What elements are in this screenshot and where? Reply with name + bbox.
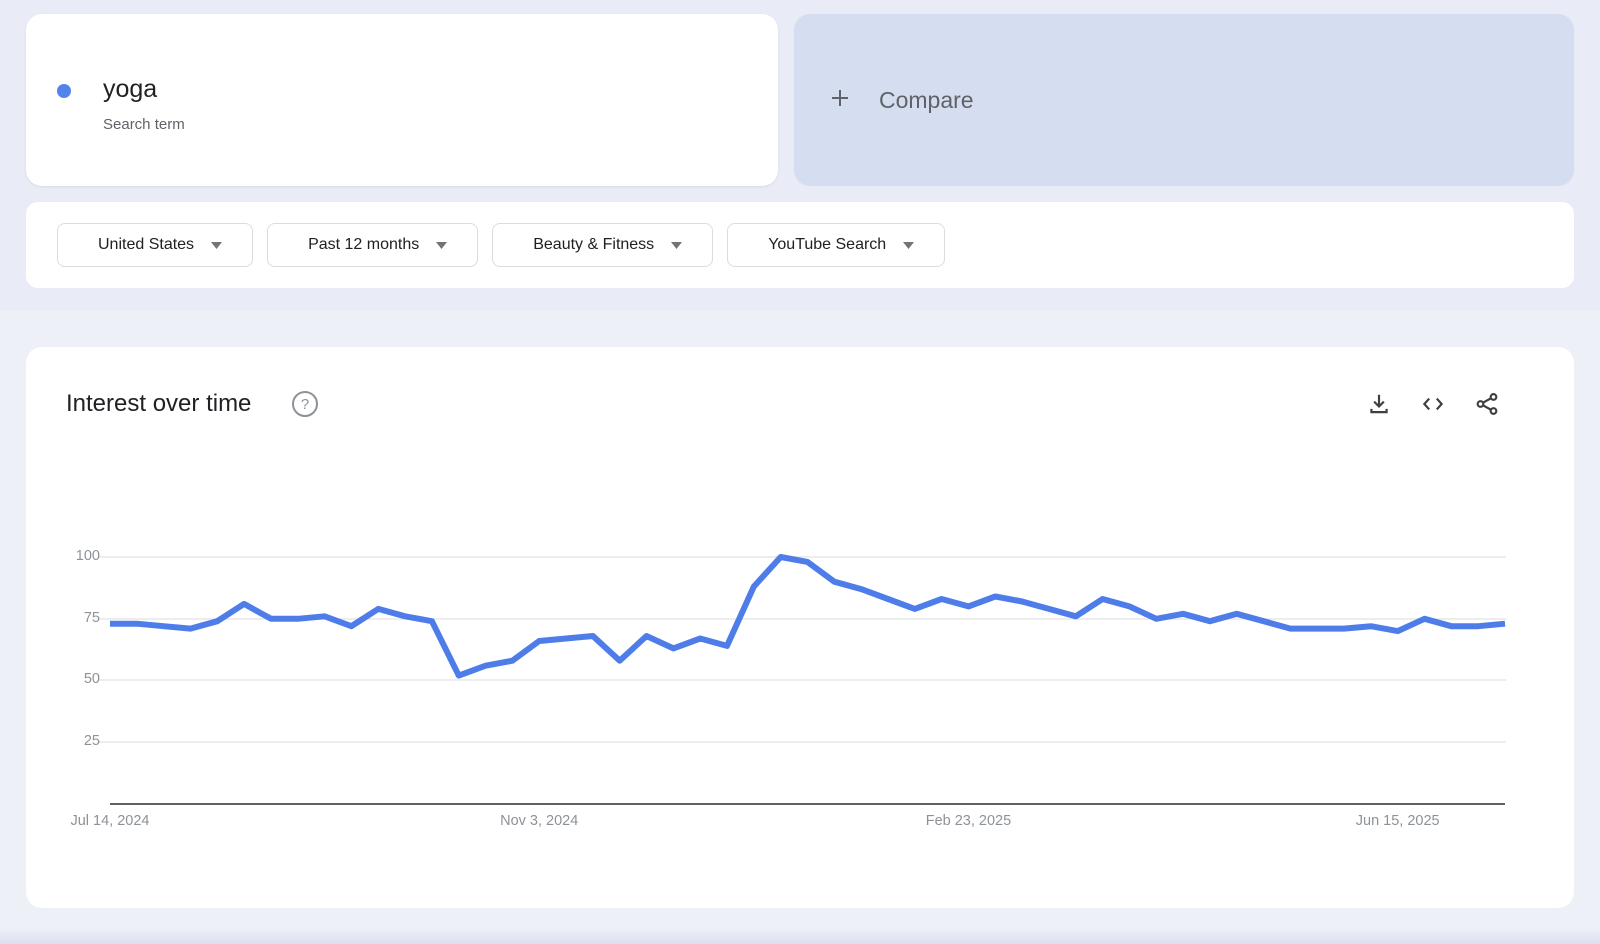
add-comparison-button[interactable]: Compare (794, 14, 1574, 186)
term-color-dot (57, 84, 71, 98)
property-filter-value: YouTube Search (768, 236, 887, 253)
search-term-card[interactable]: yoga Search term (26, 14, 778, 186)
search-term-type-label: Search term (103, 116, 185, 133)
interest-over-time-card: Interest over time ? (26, 347, 1574, 908)
time-filter-value: Past 12 months (308, 236, 420, 253)
share-button[interactable] (1474, 391, 1500, 417)
chevron-down-icon (436, 241, 448, 249)
plus-icon (828, 86, 852, 115)
chevron-down-icon (211, 241, 223, 249)
search-term-text[interactable]: yoga (103, 75, 158, 103)
category-filter-value: Beauty & Fitness (533, 236, 655, 253)
x-axis-tick: Feb 23, 2025 (925, 813, 1012, 829)
embed-icon (1422, 397, 1444, 411)
chevron-down-icon (903, 241, 915, 249)
property-filter-dropdown[interactable]: YouTube Search (727, 223, 946, 267)
chart-gridlines (98, 556, 1506, 743)
help-icon[interactable]: ? (292, 391, 318, 417)
x-axis-tick: Nov 3, 2024 (500, 813, 579, 829)
scroll-shadow (0, 928, 1600, 944)
x-axis-tick: Jun 15, 2025 (1355, 813, 1440, 829)
time-filter-dropdown[interactable]: Past 12 months (267, 223, 479, 267)
y-axis-tick: 75 (83, 610, 100, 626)
filter-bar: United States Past 12 months Beauty & Fi… (26, 202, 1574, 288)
x-axis-tick: Jul 14, 2024 (70, 813, 150, 829)
download-icon (1370, 394, 1388, 414)
category-filter-dropdown[interactable]: Beauty & Fitness (492, 223, 714, 267)
chart-title: Interest over time (66, 390, 252, 417)
y-axis-tick: 100 (75, 548, 100, 564)
compare-label: Compare (879, 86, 974, 113)
interest-over-time-chart[interactable] (26, 347, 1574, 908)
y-axis-tick: 50 (83, 671, 100, 687)
share-icon (1476, 393, 1498, 415)
y-axis-tick: 25 (83, 733, 100, 749)
download-button[interactable] (1366, 391, 1392, 417)
geo-filter-dropdown[interactable]: United States (57, 223, 254, 267)
trend-line-series (110, 554, 1506, 679)
embed-button[interactable] (1420, 391, 1446, 417)
geo-filter-value: United States (98, 236, 195, 253)
chevron-down-icon (671, 241, 683, 249)
